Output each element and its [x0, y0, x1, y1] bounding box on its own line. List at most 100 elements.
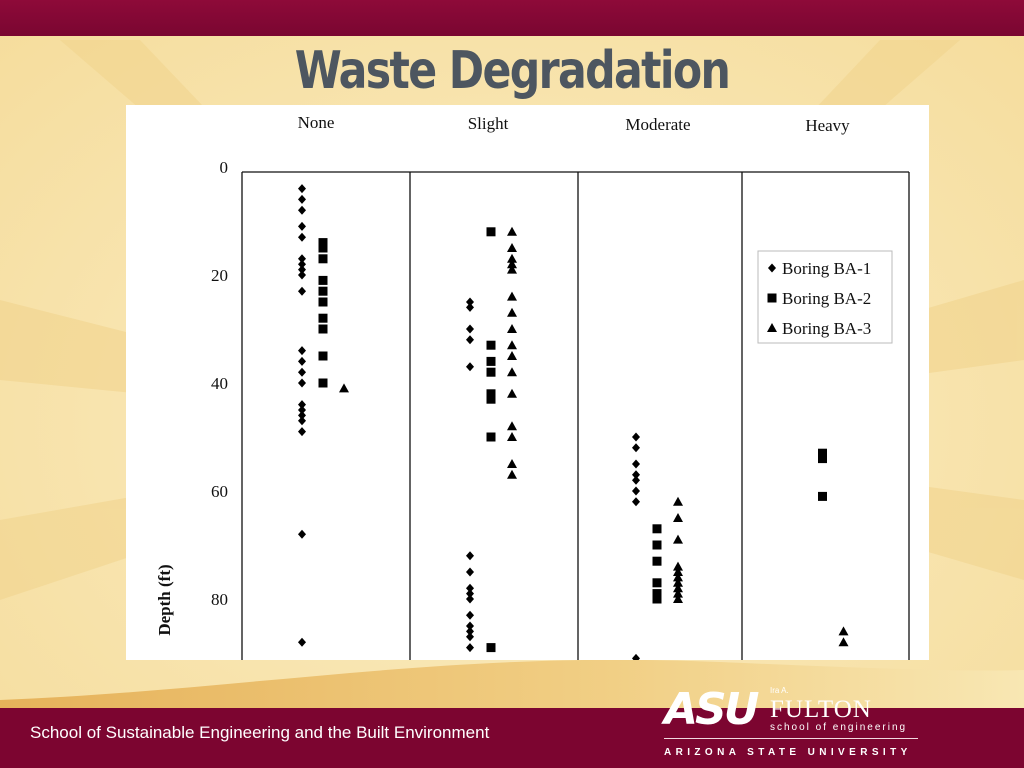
- data-point-boring-ba-2: [486, 227, 496, 237]
- data-point-boring-ba-1: [466, 335, 474, 345]
- data-point-boring-ba-1: [298, 286, 306, 296]
- footer-text: School of Sustainable Engineering and th…: [30, 723, 490, 742]
- data-point-boring-ba-1: [466, 297, 474, 307]
- scatter-chart: None Slight Moderate Heavy 0 20 40 60 80 Boring…: [155, 113, 910, 660]
- data-point-boring-ba-3: [673, 583, 683, 593]
- data-point-boring-ba-2: [318, 313, 328, 323]
- data-point-boring-ba-1: [466, 594, 474, 604]
- data-point-boring-ba-1: [298, 194, 306, 204]
- data-point-boring-ba-1: [298, 205, 306, 215]
- data-point-boring-ba-3: [673, 496, 683, 506]
- data-point-boring-ba-1: [298, 259, 306, 269]
- data-point-boring-ba-1: [466, 589, 474, 599]
- series-boring-ba-3: [339, 226, 849, 647]
- data-point-boring-ba-1: [632, 653, 640, 660]
- data-point-boring-ba-2: [486, 643, 496, 653]
- data-point-boring-ba-3: [507, 226, 517, 236]
- data-point-boring-ba-1: [466, 567, 474, 577]
- data-point-boring-ba-3: [673, 513, 683, 522]
- data-point-boring-ba-1: [632, 486, 640, 496]
- data-point-boring-ba-1: [632, 470, 640, 480]
- data-point-boring-ba-2: [318, 324, 328, 334]
- data-point-boring-ba-3: [673, 567, 683, 576]
- data-point-boring-ba-1: [298, 405, 306, 415]
- data-point-boring-ba-1: [298, 346, 306, 356]
- data-point-boring-ba-3: [507, 340, 517, 350]
- data-point-boring-ba-1: [466, 362, 474, 372]
- data-point-boring-ba-1: [298, 378, 306, 388]
- data-point-boring-ba-1: [466, 583, 474, 593]
- data-point-boring-ba-2: [818, 448, 827, 458]
- data-point-boring-ba-3: [507, 351, 517, 360]
- data-point-boring-ba-1: [632, 475, 640, 485]
- data-point-boring-ba-1: [298, 427, 306, 437]
- data-point-boring-ba-2: [486, 394, 496, 404]
- data-point-boring-ba-1: [298, 400, 306, 410]
- data-point-boring-ba-1: [632, 432, 640, 442]
- data-point-boring-ba-3: [507, 291, 517, 301]
- data-point-boring-ba-3: [673, 561, 683, 571]
- top-bar: [0, 0, 1024, 36]
- data-point-boring-ba-2: [652, 556, 662, 566]
- y-tick-label-40: 40: [211, 374, 228, 393]
- y-tick-label-20: 20: [211, 266, 228, 285]
- data-point-boring-ba-3: [507, 253, 517, 263]
- data-point-boring-ba-3: [339, 383, 349, 393]
- asu-wordmark: ASU: [664, 684, 760, 735]
- data-point-boring-ba-1: [298, 184, 306, 194]
- series-boring-ba-2: [318, 227, 827, 653]
- plot-frame: [241, 171, 910, 660]
- slide-title: Waste Degradation: [294, 41, 731, 101]
- data-point-boring-ba-1: [466, 621, 474, 631]
- category-label-heavy: Heavy: [805, 116, 850, 135]
- legend-marker-boring-ba-3: [767, 323, 777, 332]
- data-point-boring-ba-3: [507, 307, 517, 317]
- data-point-boring-ba-1: [298, 367, 306, 377]
- data-point-boring-ba-3: [507, 421, 517, 431]
- data-point-boring-ba-3: [507, 388, 517, 398]
- category-label-moderate: Moderate: [625, 115, 690, 134]
- legend-label-boring-ba-3: Boring BA-3: [782, 319, 871, 338]
- data-point-boring-ba-1: [298, 416, 306, 426]
- legend-marker-boring-ba-2: [767, 293, 777, 303]
- y-tick-label-0: 0: [220, 158, 229, 177]
- data-point-boring-ba-3: [507, 243, 517, 252]
- data-point-boring-ba-1: [298, 356, 306, 366]
- data-point-boring-ba-2: [818, 491, 827, 501]
- data-point-boring-ba-1: [632, 443, 640, 453]
- data-point-boring-ba-1: [632, 459, 640, 469]
- series-boring-ba-1: [298, 184, 640, 660]
- data-point-boring-ba-3: [673, 594, 683, 603]
- data-point-boring-ba-2: [318, 378, 328, 388]
- data-point-boring-ba-1: [466, 626, 474, 636]
- data-point-boring-ba-2: [318, 243, 328, 253]
- data-point-boring-ba-2: [652, 524, 662, 534]
- data-point-boring-ba-1: [466, 632, 474, 642]
- data-point-boring-ba-2: [486, 389, 496, 399]
- legend-box: [757, 250, 893, 344]
- category-label-none: None: [298, 113, 335, 132]
- data-point-boring-ba-1: [298, 637, 306, 647]
- data-point-boring-ba-3: [507, 459, 517, 468]
- data-point-boring-ba-3: [673, 588, 683, 598]
- data-point-boring-ba-2: [486, 432, 496, 442]
- y-tick-label-80: 80: [211, 590, 228, 609]
- data-point-boring-ba-1: [298, 529, 306, 539]
- y-tick-label-60: 60: [211, 482, 228, 501]
- data-point-boring-ba-2: [318, 275, 328, 285]
- data-point-boring-ba-2: [652, 540, 662, 550]
- y-axis-title: Depth (ft): [155, 564, 174, 635]
- data-point-boring-ba-3: [507, 432, 517, 441]
- data-point-boring-ba-1: [632, 497, 640, 507]
- logo-fulton-text: FULTON: [770, 696, 872, 723]
- data-point-boring-ba-2: [318, 254, 328, 264]
- data-point-boring-ba-3: [838, 626, 849, 636]
- data-point-boring-ba-3: [673, 534, 683, 544]
- data-point-boring-ba-3: [673, 572, 683, 582]
- logo-school-text: school of engineering: [770, 722, 908, 733]
- data-point-boring-ba-2: [486, 340, 496, 350]
- data-point-boring-ba-2: [318, 297, 328, 307]
- legend: Boring BA-1 Boring BA-2 Boring BA-3: [757, 250, 893, 344]
- data-point-boring-ba-2: [318, 286, 328, 296]
- data-point-boring-ba-3: [507, 469, 517, 479]
